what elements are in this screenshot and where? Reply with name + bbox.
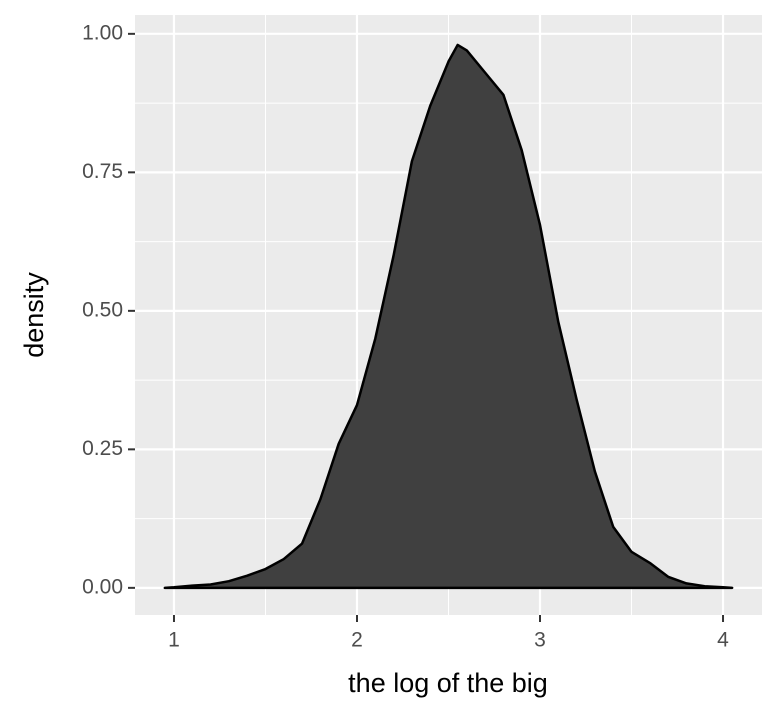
- x-tick-label: 2: [351, 629, 363, 652]
- y-tick-label: 0.50: [82, 298, 123, 321]
- y-axis-title: density: [19, 272, 49, 358]
- density-area: [163, 43, 734, 590]
- x-axis-title: the log of the big: [348, 668, 548, 698]
- y-tick-label: 1.00: [82, 21, 123, 44]
- x-tick-label: 1: [168, 629, 180, 652]
- x-tick-label: 3: [534, 629, 546, 652]
- x-tick-label: 4: [717, 629, 729, 652]
- y-tick-label: 0.75: [82, 160, 123, 183]
- y-tick-label: 0.25: [82, 437, 123, 460]
- y-tick-label: 0.00: [82, 575, 123, 598]
